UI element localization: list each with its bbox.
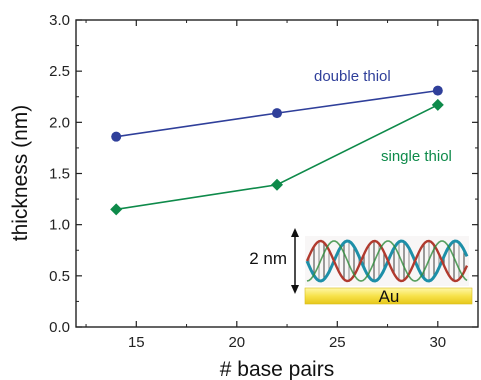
dna-helix-illustration	[305, 236, 469, 286]
x-axis-label: # base pairs	[220, 358, 334, 380]
y-tick-label: 2.0	[49, 114, 70, 131]
series-label-single-thiol: single thiol	[381, 148, 452, 165]
series-label-double-thiol: double thiol	[314, 68, 391, 85]
y-axis-label: thickness (nm)	[9, 105, 32, 242]
scale-arrow	[291, 228, 299, 294]
y-tick-label: 0.5	[49, 268, 70, 285]
dna-inset: 2 nm Au	[249, 228, 473, 306]
substrate-label: Au	[379, 287, 400, 306]
y-tick-label: 3.0	[49, 12, 70, 29]
x-tick-label: 15	[128, 334, 145, 351]
data-point-single-thiol	[431, 98, 444, 111]
y-tick-label: 1.5	[49, 166, 70, 183]
y-tick-label: 1.0	[49, 217, 70, 234]
x-axis-ticks: 15 20 25 30	[85, 20, 446, 351]
y-tick-label: 0.0	[49, 319, 70, 336]
data-point-double-thiol	[272, 108, 282, 119]
x-tick-label: 20	[228, 334, 245, 351]
data-point-double-thiol	[111, 131, 122, 142]
data-point-double-thiol	[432, 85, 443, 96]
y-axis-ticks: 0.0 0.5 1.0 1.5 2.0 2.5 3.0	[49, 12, 478, 336]
data-point-single-thiol	[110, 203, 123, 216]
x-tick-label: 25	[329, 334, 346, 351]
y-tick-label: 2.5	[49, 63, 70, 80]
x-tick-label: 30	[429, 334, 446, 351]
gold-substrate	[304, 287, 473, 305]
scale-label: 2 nm	[249, 249, 287, 268]
data-point-single-thiol	[271, 178, 283, 191]
series-layer	[110, 85, 444, 216]
